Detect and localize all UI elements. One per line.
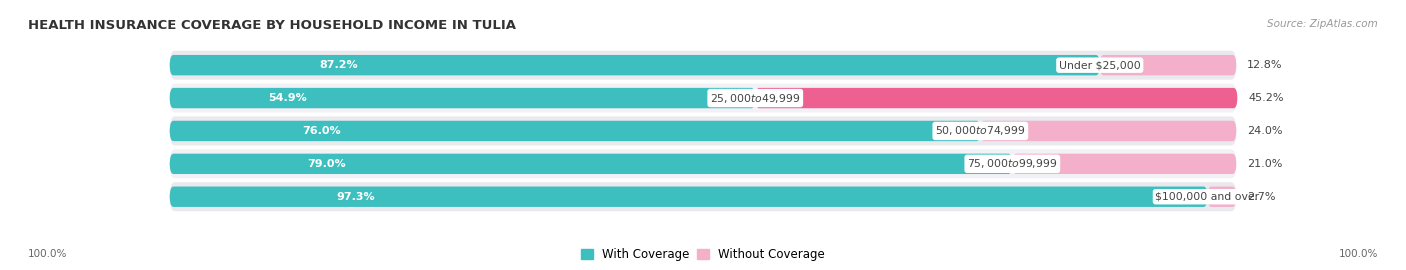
FancyBboxPatch shape bbox=[170, 84, 1236, 113]
Text: 100.0%: 100.0% bbox=[28, 249, 67, 259]
FancyBboxPatch shape bbox=[170, 154, 1012, 174]
Text: $25,000 to $49,999: $25,000 to $49,999 bbox=[710, 92, 800, 104]
FancyBboxPatch shape bbox=[1208, 187, 1236, 207]
Text: 54.9%: 54.9% bbox=[269, 93, 307, 103]
FancyBboxPatch shape bbox=[170, 121, 980, 141]
FancyBboxPatch shape bbox=[170, 187, 1208, 207]
FancyBboxPatch shape bbox=[170, 88, 755, 108]
Text: 100.0%: 100.0% bbox=[1339, 249, 1378, 259]
Text: 76.0%: 76.0% bbox=[302, 126, 340, 136]
FancyBboxPatch shape bbox=[170, 182, 1236, 211]
Text: 97.3%: 97.3% bbox=[336, 192, 374, 202]
FancyBboxPatch shape bbox=[170, 55, 1099, 75]
FancyBboxPatch shape bbox=[170, 149, 1236, 178]
Text: 87.2%: 87.2% bbox=[321, 60, 359, 70]
Text: Under $25,000: Under $25,000 bbox=[1059, 60, 1140, 70]
FancyBboxPatch shape bbox=[170, 116, 1236, 146]
Text: $50,000 to $74,999: $50,000 to $74,999 bbox=[935, 124, 1025, 137]
FancyBboxPatch shape bbox=[980, 121, 1236, 141]
Text: 2.7%: 2.7% bbox=[1247, 192, 1275, 202]
Text: 12.8%: 12.8% bbox=[1247, 60, 1282, 70]
Text: 45.2%: 45.2% bbox=[1249, 93, 1284, 103]
FancyBboxPatch shape bbox=[1099, 55, 1236, 75]
Text: 24.0%: 24.0% bbox=[1247, 126, 1282, 136]
Legend: With Coverage, Without Coverage: With Coverage, Without Coverage bbox=[581, 248, 825, 261]
Text: 79.0%: 79.0% bbox=[307, 159, 346, 169]
Text: HEALTH INSURANCE COVERAGE BY HOUSEHOLD INCOME IN TULIA: HEALTH INSURANCE COVERAGE BY HOUSEHOLD I… bbox=[28, 19, 516, 32]
Text: Source: ZipAtlas.com: Source: ZipAtlas.com bbox=[1267, 19, 1378, 29]
FancyBboxPatch shape bbox=[170, 51, 1236, 80]
FancyBboxPatch shape bbox=[1012, 154, 1236, 174]
FancyBboxPatch shape bbox=[755, 88, 1237, 108]
Text: 21.0%: 21.0% bbox=[1247, 159, 1282, 169]
Text: $100,000 and over: $100,000 and over bbox=[1156, 192, 1260, 202]
Text: $75,000 to $99,999: $75,000 to $99,999 bbox=[967, 157, 1057, 170]
